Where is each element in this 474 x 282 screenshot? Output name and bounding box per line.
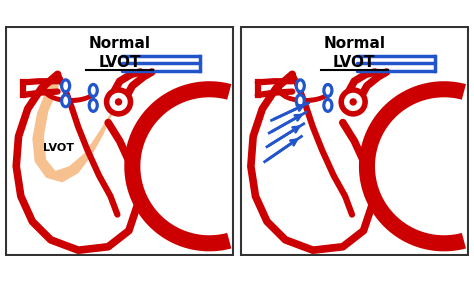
Ellipse shape xyxy=(89,84,97,96)
Ellipse shape xyxy=(324,99,332,111)
Text: Normal: Normal xyxy=(89,36,151,51)
Circle shape xyxy=(341,90,365,114)
Ellipse shape xyxy=(296,95,304,107)
Text: LVOT: LVOT xyxy=(333,55,375,70)
Text: LVOT: LVOT xyxy=(99,55,141,70)
Text: LVOT: LVOT xyxy=(43,143,74,153)
Polygon shape xyxy=(277,87,332,103)
Circle shape xyxy=(116,99,121,105)
Polygon shape xyxy=(42,87,98,103)
Circle shape xyxy=(107,90,130,114)
Ellipse shape xyxy=(62,80,70,92)
Ellipse shape xyxy=(296,80,304,92)
Polygon shape xyxy=(32,76,116,182)
Circle shape xyxy=(350,99,356,105)
Text: Normal: Normal xyxy=(323,36,385,51)
Ellipse shape xyxy=(62,95,70,107)
Ellipse shape xyxy=(89,99,97,111)
Polygon shape xyxy=(124,81,231,251)
Polygon shape xyxy=(359,81,466,251)
Ellipse shape xyxy=(324,84,332,96)
